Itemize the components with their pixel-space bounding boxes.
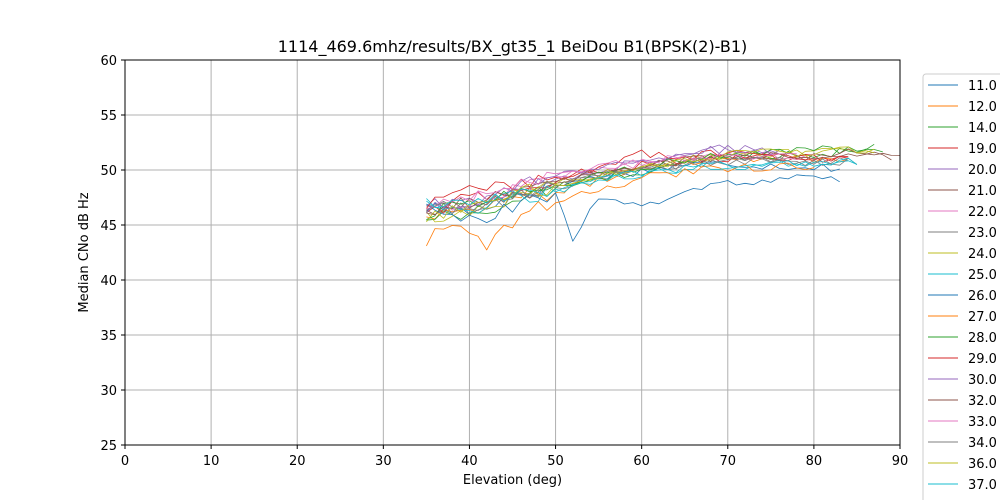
series-lines (426, 143, 901, 251)
legend-label: 27.0 (968, 310, 997, 325)
y-axis-label: Median CNo dB Hz (77, 192, 92, 312)
legend-label: 19.0 (968, 142, 997, 157)
legend-label: 25.0 (968, 268, 997, 283)
legend-label: 14.0 (968, 121, 997, 136)
legend-label: 34.0 (968, 436, 997, 451)
y-tick-label: 40 (100, 274, 117, 289)
x-tick-label: 70 (720, 454, 737, 469)
legend-label: 11.0 (968, 79, 997, 94)
legend-label: 20.0 (968, 163, 997, 178)
legend-label: 36.0 (968, 457, 997, 472)
x-tick-label: 60 (633, 454, 650, 469)
legend-label: 30.0 (968, 373, 997, 388)
series-line-30.0 (426, 144, 780, 214)
y-tick-label: 25 (100, 439, 117, 454)
series-line-33.0 (426, 153, 797, 210)
x-tick-label: 50 (547, 454, 564, 469)
series-line-28.0 (426, 143, 875, 220)
y-tick-label: 45 (100, 219, 117, 234)
y-tick-label: 55 (100, 109, 117, 124)
legend-label: 12.0 (968, 100, 997, 115)
x-tick-label: 0 (121, 454, 129, 469)
legend-label: 23.0 (968, 226, 997, 241)
legend-label: 28.0 (968, 331, 997, 346)
legend-label: 32.0 (968, 394, 997, 409)
x-tick-label: 30 (375, 454, 392, 469)
legend-label: 37.0 (968, 478, 997, 493)
legend-label: 21.0 (968, 184, 997, 199)
x-tick-label: 80 (806, 454, 823, 469)
y-tick-label: 60 (100, 54, 117, 69)
legend-label: 22.0 (968, 205, 997, 220)
legend-label: 26.0 (968, 289, 997, 304)
y-tick-label: 50 (100, 164, 117, 179)
legend-label: 24.0 (968, 247, 997, 262)
legend-label: 29.0 (968, 352, 997, 367)
x-tick-label: 90 (892, 454, 909, 469)
legend-label: 33.0 (968, 415, 997, 430)
legend: 11.0 12.0 14.0 19.0 20.0 21.0 22.0 23.0 24.0 25.0… (922, 73, 1000, 500)
x-tick-label: 20 (289, 454, 306, 469)
series-line-26.0 (426, 174, 840, 242)
plot-frame (124, 59, 901, 446)
x-tick-label: 10 (203, 454, 220, 469)
series-line-32.0 (426, 148, 901, 216)
series-line-27.0 (426, 162, 814, 251)
grid-lines (124, 59, 901, 446)
series-line-21.0 (426, 151, 892, 215)
series-line-36.0 (426, 146, 875, 223)
y-tick-label: 35 (100, 329, 117, 344)
chart-title: 1114_469.6mhz/results/BX_gt35_1 BeiDou B… (278, 37, 748, 57)
axis-ticks: 0 10 20 30 40 50 60 70 80 90 25 30 35 40 45 50 55 60 (100, 54, 908, 469)
x-axis-label: Elevation (deg) (463, 473, 562, 488)
legend-box (922, 73, 1000, 500)
y-tick-label: 30 (100, 384, 117, 399)
x-tick-label: 40 (461, 454, 478, 469)
series-line-37.0 (426, 157, 858, 209)
